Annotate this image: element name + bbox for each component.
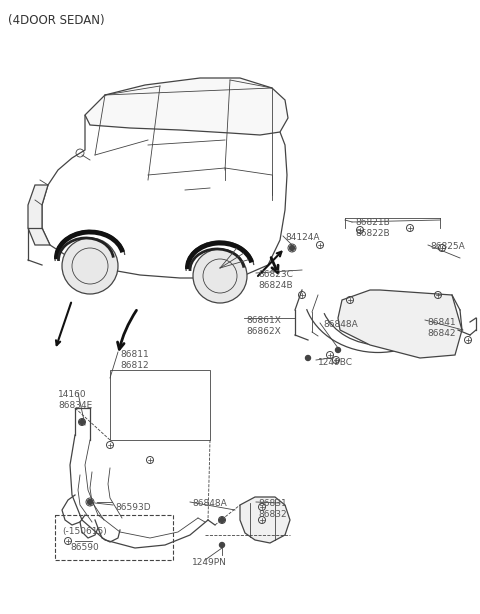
Text: 14160
86834E: 14160 86834E [58,390,92,410]
Circle shape [289,246,295,251]
Circle shape [219,518,225,523]
Text: 86861X
86862X: 86861X 86862X [246,316,281,336]
Text: 1249BC: 1249BC [318,358,353,367]
Circle shape [305,356,311,360]
Text: 1249PN: 1249PN [192,558,227,567]
Polygon shape [240,497,290,543]
Text: 86593D: 86593D [115,503,151,512]
Circle shape [193,249,247,303]
Polygon shape [85,78,288,135]
Text: 86841
86842: 86841 86842 [427,318,456,338]
Text: (-150615): (-150615) [62,527,107,536]
Text: 86811
86812: 86811 86812 [120,350,149,370]
Text: 86831
86832: 86831 86832 [258,499,287,519]
Text: 86825A: 86825A [430,242,465,251]
Text: 86848A: 86848A [323,320,358,329]
Circle shape [336,348,340,352]
Text: 86821B
86822B: 86821B 86822B [355,218,390,238]
Text: 86848A: 86848A [192,499,227,508]
Text: 84124A: 84124A [285,233,320,242]
Bar [55,515,173,560]
Text: 86823C
86824B: 86823C 86824B [258,270,293,290]
Polygon shape [338,290,462,358]
Circle shape [87,500,93,505]
Circle shape [219,543,225,548]
Text: (4DOOR SEDAN): (4DOOR SEDAN) [8,14,105,27]
Circle shape [80,419,84,424]
Bar [110,370,210,440]
Text: 86590: 86590 [70,543,99,552]
Circle shape [62,238,118,294]
Polygon shape [28,185,50,245]
